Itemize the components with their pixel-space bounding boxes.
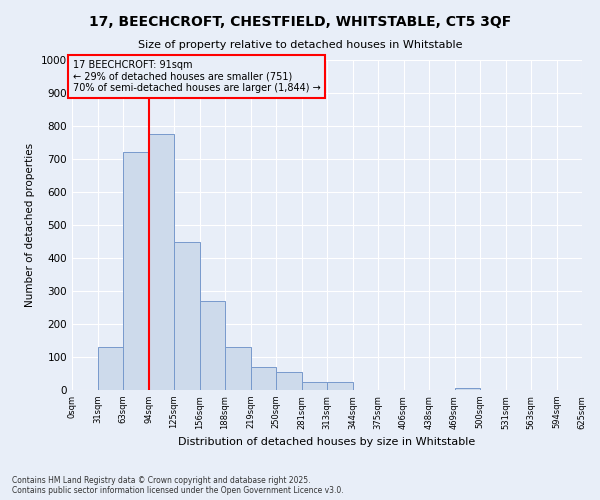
Bar xyxy=(97,347,123,390)
Y-axis label: Number of detached properties: Number of detached properties xyxy=(25,143,35,307)
Bar xyxy=(327,382,353,390)
Bar xyxy=(149,134,174,390)
X-axis label: Distribution of detached houses by size in Whitstable: Distribution of detached houses by size … xyxy=(178,437,476,447)
Bar xyxy=(455,388,480,390)
Bar xyxy=(174,242,199,390)
Text: 17, BEECHCROFT, CHESTFIELD, WHITSTABLE, CT5 3QF: 17, BEECHCROFT, CHESTFIELD, WHITSTABLE, … xyxy=(89,15,511,29)
Bar xyxy=(199,301,225,390)
Text: Size of property relative to detached houses in Whitstable: Size of property relative to detached ho… xyxy=(138,40,462,50)
Text: 17 BEECHCROFT: 91sqm
← 29% of detached houses are smaller (751)
70% of semi-deta: 17 BEECHCROFT: 91sqm ← 29% of detached h… xyxy=(73,60,320,93)
Bar xyxy=(302,382,327,390)
Bar xyxy=(251,367,276,390)
Bar xyxy=(123,152,149,390)
Bar xyxy=(276,372,302,390)
Bar xyxy=(225,347,251,390)
Text: Contains HM Land Registry data © Crown copyright and database right 2025.
Contai: Contains HM Land Registry data © Crown c… xyxy=(12,476,344,495)
